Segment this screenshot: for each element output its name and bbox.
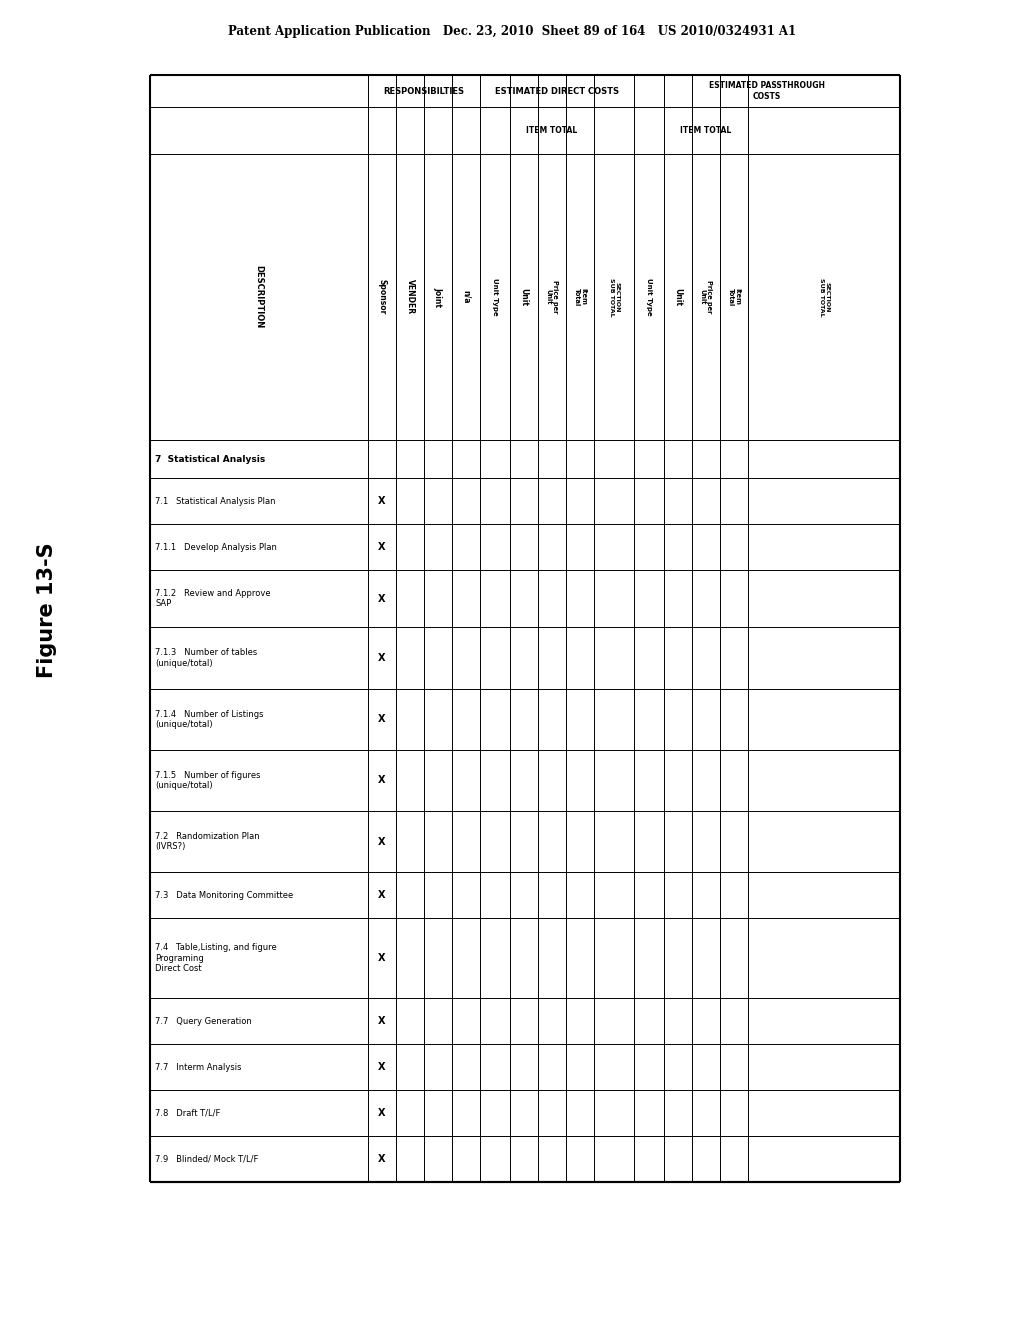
Text: Unit Type: Unit Type bbox=[646, 279, 652, 315]
Text: X: X bbox=[378, 1016, 386, 1027]
Text: X: X bbox=[378, 496, 386, 506]
Text: X: X bbox=[378, 1154, 386, 1164]
Text: VENDER: VENDER bbox=[406, 280, 415, 314]
Text: X: X bbox=[378, 775, 386, 785]
Text: ITEM TOTAL: ITEM TOTAL bbox=[680, 125, 731, 135]
Text: 7.1.1   Develop Analysis Plan: 7.1.1 Develop Analysis Plan bbox=[155, 543, 276, 552]
Text: X: X bbox=[378, 714, 386, 725]
Text: Unit Type: Unit Type bbox=[492, 279, 498, 315]
Text: Patent Application Publication   Dec. 23, 2010  Sheet 89 of 164   US 2010/032493: Patent Application Publication Dec. 23, … bbox=[228, 25, 796, 38]
Text: X: X bbox=[378, 594, 386, 603]
Text: 7.1.4   Number of Listings
(unique/total): 7.1.4 Number of Listings (unique/total) bbox=[155, 710, 263, 729]
Text: Price per
Unit: Price per Unit bbox=[699, 280, 713, 314]
Text: 7.8   Draft T/L/F: 7.8 Draft T/L/F bbox=[155, 1109, 220, 1118]
Text: 7.3   Data Monitoring Committee: 7.3 Data Monitoring Committee bbox=[155, 891, 293, 900]
Text: 7.9   Blinded/ Mock T/L/F: 7.9 Blinded/ Mock T/L/F bbox=[155, 1155, 258, 1163]
Text: Unit: Unit bbox=[519, 288, 528, 306]
Text: Price per
Unit: Price per Unit bbox=[546, 280, 558, 314]
Text: SECTION
SUB TOTAL: SECTION SUB TOTAL bbox=[819, 277, 829, 317]
Text: X: X bbox=[378, 653, 386, 663]
Text: 7.7   Query Generation: 7.7 Query Generation bbox=[155, 1016, 252, 1026]
Text: Item
Total: Item Total bbox=[728, 288, 740, 306]
Text: 7.4   Table,Listing, and figure
Programing
Direct Cost: 7.4 Table,Listing, and figure Programing… bbox=[155, 944, 276, 973]
Text: Figure 13-S: Figure 13-S bbox=[37, 543, 57, 677]
Text: 7.1.5   Number of figures
(unique/total): 7.1.5 Number of figures (unique/total) bbox=[155, 771, 260, 791]
Text: X: X bbox=[378, 837, 386, 846]
Text: 7.1.3   Number of tables
(unique/total): 7.1.3 Number of tables (unique/total) bbox=[155, 648, 257, 668]
Text: X: X bbox=[378, 890, 386, 900]
Text: 7.2   Randomization Plan
(IVRS?): 7.2 Randomization Plan (IVRS?) bbox=[155, 832, 260, 851]
Text: X: X bbox=[378, 1063, 386, 1072]
Text: 7.7   Interm Analysis: 7.7 Interm Analysis bbox=[155, 1063, 242, 1072]
Text: 7.1.2   Review and Approve
SAP: 7.1.2 Review and Approve SAP bbox=[155, 589, 270, 609]
Text: X: X bbox=[378, 543, 386, 552]
Text: X: X bbox=[378, 1109, 386, 1118]
Text: Item
Total: Item Total bbox=[573, 288, 587, 306]
Text: SECTION
SUB TOTAL: SECTION SUB TOTAL bbox=[609, 277, 620, 317]
Text: DESCRIPTION: DESCRIPTION bbox=[255, 265, 263, 329]
Text: ITEM TOTAL: ITEM TOTAL bbox=[526, 125, 578, 135]
Text: n/a: n/a bbox=[462, 290, 470, 304]
Text: ESTIMATED DIRECT COSTS: ESTIMATED DIRECT COSTS bbox=[495, 87, 618, 95]
Text: RESPONSIBILTIES: RESPONSIBILTIES bbox=[384, 87, 465, 95]
Text: 7  Statistical Analysis: 7 Statistical Analysis bbox=[155, 454, 265, 463]
Text: Sponsor: Sponsor bbox=[378, 280, 386, 314]
Text: Unit: Unit bbox=[674, 288, 683, 306]
Text: X: X bbox=[378, 953, 386, 964]
Text: 7.1   Statistical Analysis Plan: 7.1 Statistical Analysis Plan bbox=[155, 496, 275, 506]
Text: Joint: Joint bbox=[433, 286, 442, 308]
Text: ESTIMATED PASSTHROUGH
COSTS: ESTIMATED PASSTHROUGH COSTS bbox=[709, 82, 825, 100]
